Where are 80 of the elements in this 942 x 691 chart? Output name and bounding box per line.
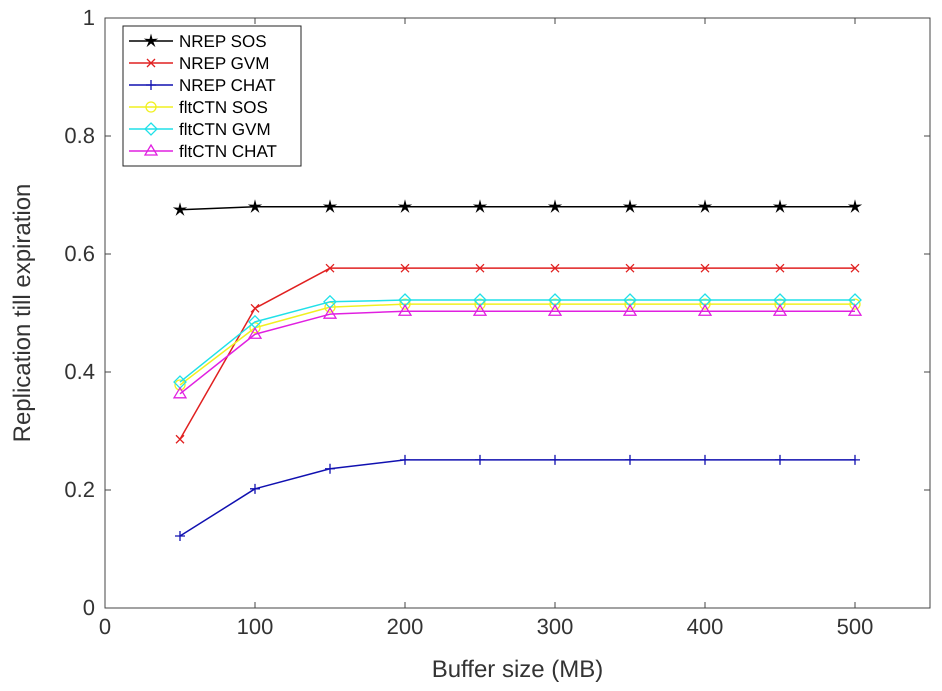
point bbox=[400, 264, 410, 273]
point bbox=[549, 298, 561, 310]
x-tick-label: 500 bbox=[836, 614, 874, 639]
legend-label: fltCTN CHAT bbox=[179, 142, 277, 161]
point bbox=[399, 298, 411, 310]
legend-label: NREP SOS bbox=[179, 32, 267, 51]
point bbox=[773, 293, 787, 307]
y-tick-label: 0.8 bbox=[64, 123, 95, 148]
legend-label: fltCTN SOS bbox=[179, 98, 268, 117]
point bbox=[250, 304, 260, 313]
legend-label: fltCTN GVM bbox=[179, 120, 271, 139]
y-tick-label: 1 bbox=[82, 5, 95, 30]
x-tick-label: 200 bbox=[386, 614, 424, 639]
point bbox=[174, 379, 186, 391]
point bbox=[774, 200, 786, 212]
x-tick-label: 0 bbox=[98, 614, 112, 639]
point bbox=[474, 298, 486, 310]
point bbox=[173, 387, 187, 398]
y-tick-label: 0.2 bbox=[64, 477, 95, 502]
point bbox=[624, 454, 636, 466]
y-axis-title: Replication till expiration bbox=[9, 184, 36, 442]
point bbox=[848, 293, 862, 307]
point bbox=[398, 200, 412, 212]
point bbox=[324, 301, 336, 313]
point bbox=[249, 322, 261, 334]
point bbox=[173, 375, 187, 389]
point bbox=[848, 200, 862, 212]
x-tick-label: 300 bbox=[536, 614, 574, 639]
point bbox=[249, 483, 261, 494]
point bbox=[774, 298, 786, 310]
point bbox=[475, 264, 485, 273]
point bbox=[774, 454, 786, 466]
point bbox=[473, 304, 487, 316]
point bbox=[550, 264, 560, 273]
legend-label: NREP CHAT bbox=[179, 76, 276, 95]
point bbox=[698, 200, 712, 212]
point bbox=[473, 293, 487, 307]
y-tick-label: 0 bbox=[82, 595, 95, 620]
point bbox=[775, 264, 785, 273]
point bbox=[850, 264, 860, 273]
point bbox=[848, 304, 862, 316]
point bbox=[174, 530, 186, 542]
point bbox=[773, 304, 787, 316]
point bbox=[325, 264, 335, 273]
point bbox=[175, 434, 185, 444]
x-tick-label: 100 bbox=[236, 614, 274, 639]
point bbox=[548, 293, 562, 307]
point bbox=[698, 304, 712, 316]
point bbox=[324, 200, 336, 212]
point bbox=[398, 293, 412, 307]
point bbox=[849, 454, 861, 466]
point bbox=[323, 308, 337, 319]
point bbox=[248, 315, 262, 328]
point bbox=[474, 200, 486, 212]
point bbox=[700, 264, 710, 273]
point bbox=[623, 293, 637, 307]
point bbox=[698, 293, 712, 307]
y-tick-label: 0.4 bbox=[64, 359, 95, 384]
point bbox=[548, 200, 562, 212]
point bbox=[623, 304, 637, 316]
point bbox=[248, 328, 262, 339]
point bbox=[474, 454, 486, 466]
point bbox=[549, 454, 561, 466]
point bbox=[174, 203, 186, 216]
point bbox=[324, 463, 336, 474]
point bbox=[699, 298, 711, 310]
point bbox=[399, 454, 411, 466]
point bbox=[398, 304, 412, 316]
point bbox=[625, 264, 635, 273]
point bbox=[699, 454, 711, 466]
x-tick-label: 400 bbox=[686, 614, 724, 639]
point bbox=[624, 200, 636, 212]
point bbox=[548, 304, 562, 316]
point bbox=[849, 298, 861, 310]
y-tick-label: 0.6 bbox=[64, 241, 95, 266]
point bbox=[624, 298, 636, 310]
point bbox=[248, 200, 262, 212]
legend-label: NREP GVM bbox=[179, 54, 270, 73]
point bbox=[323, 295, 337, 308]
x-axis-title: Buffer size (MB) bbox=[432, 656, 604, 683]
